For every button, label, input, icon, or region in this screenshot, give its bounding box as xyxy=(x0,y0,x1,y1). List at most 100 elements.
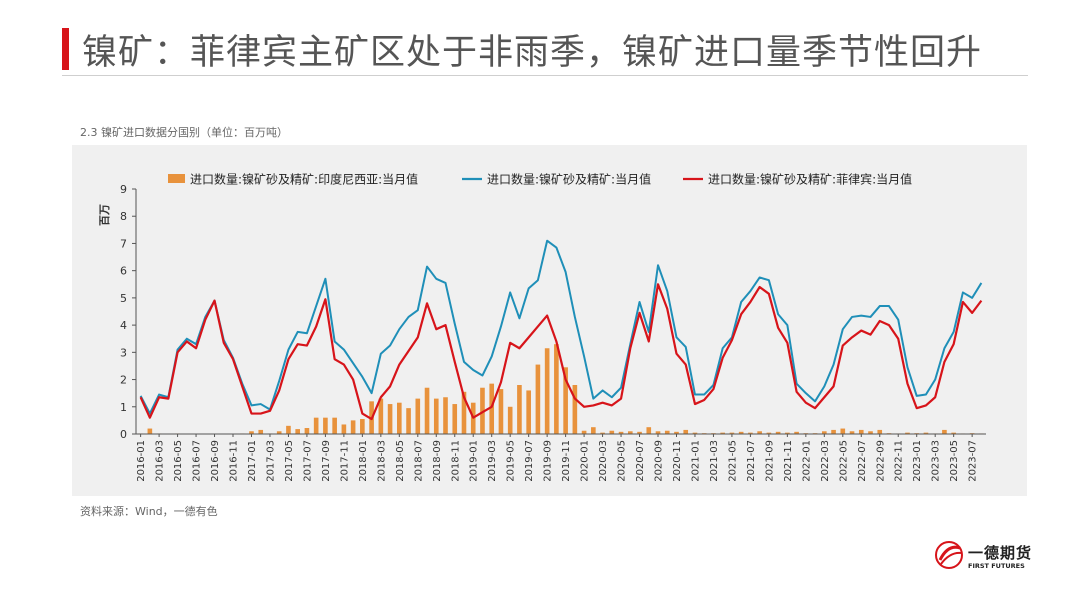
legend-label: 进口数量:镍矿砂及精矿:当月值 xyxy=(487,172,651,187)
x-tick-label: 2022-05 xyxy=(838,440,849,482)
bar-indonesia xyxy=(627,431,633,434)
x-tick-label: 2023-05 xyxy=(949,440,960,482)
bar-indonesia xyxy=(618,431,624,434)
x-tick-label: 2019-03 xyxy=(487,440,498,482)
x-tick-label: 2017-11 xyxy=(339,440,350,482)
x-tick-label: 2017-05 xyxy=(284,440,295,482)
logo-name-cn: 一德期货 xyxy=(968,544,1033,562)
bar-indonesia xyxy=(600,432,605,434)
logo-name-en: FIRST FUTURES xyxy=(968,562,1025,570)
x-tick-label: 2022-03 xyxy=(820,440,831,482)
bar-indonesia xyxy=(387,404,393,434)
title-divider xyxy=(62,75,1028,76)
x-tick-label: 2019-07 xyxy=(524,440,535,482)
bar-indonesia xyxy=(840,428,846,434)
y-tick-label: 7 xyxy=(120,237,127,250)
x-axis: 2016-01 2016-03 2016-05 2016-07 2016-09 2016-… xyxy=(136,433,986,482)
bar-indonesia xyxy=(572,385,578,434)
bar-indonesia xyxy=(738,431,744,434)
bar-indonesia xyxy=(951,432,956,434)
x-tick-label: 2022-11 xyxy=(894,440,905,482)
x-tick-label: 2023-07 xyxy=(968,440,979,482)
bar-indonesia xyxy=(341,424,347,434)
bar-indonesia xyxy=(313,417,319,434)
bar-indonesia xyxy=(397,402,402,434)
bar-indonesia xyxy=(674,431,679,434)
line-series xyxy=(139,239,983,421)
bar-indonesia xyxy=(424,387,430,434)
x-tick-label: 2023-03 xyxy=(931,440,942,482)
y-tick-label: 4 xyxy=(120,319,127,332)
bar-indonesia xyxy=(646,427,652,434)
bar-indonesia xyxy=(664,430,670,434)
x-tick-label: 2020-09 xyxy=(654,440,665,482)
x-tick-label: 2017-03 xyxy=(265,440,276,482)
line-philippines xyxy=(139,283,983,421)
x-tick-label: 2022-07 xyxy=(857,440,868,482)
bar-indonesia xyxy=(498,389,504,434)
nickel-import-chart: 进口数量:镍矿砂及精矿:印度尼西亚:当月值 进口数量:镍矿砂及精矿:当月值 进口数量… xyxy=(98,172,986,482)
y-tick-label: 9 xyxy=(120,183,127,196)
bar-indonesia xyxy=(720,432,725,434)
bar-indonesia xyxy=(258,429,264,434)
bar-indonesia xyxy=(147,428,153,434)
x-tick-label: 2019-05 xyxy=(506,440,517,482)
x-tick-label: 2018-07 xyxy=(413,440,424,482)
bar-indonesia xyxy=(406,408,411,434)
bar-indonesia xyxy=(683,429,689,434)
x-tick-label: 2016-05 xyxy=(173,440,184,482)
x-tick-label: 2022-09 xyxy=(875,440,886,482)
x-tick-label: 2020-01 xyxy=(580,440,591,482)
x-tick-label: 2021-11 xyxy=(783,440,794,482)
bar-indonesia xyxy=(415,398,421,434)
bar-indonesia xyxy=(868,431,873,434)
bar-indonesia xyxy=(350,420,356,434)
bar-indonesia xyxy=(729,432,735,434)
x-tick-label: 2021-07 xyxy=(746,440,757,482)
bar-indonesia xyxy=(748,432,753,434)
x-tick-label: 2016-11 xyxy=(229,440,240,482)
x-tick-label: 2018-03 xyxy=(376,440,387,482)
x-tick-label: 2016-09 xyxy=(210,440,221,482)
bar-indonesia xyxy=(655,431,661,434)
bar-indonesia xyxy=(794,431,799,434)
bar-indonesia xyxy=(276,431,282,434)
bar-indonesia xyxy=(905,432,910,434)
bar-indonesia xyxy=(332,417,337,434)
legend-label: 进口数量:镍矿砂及精矿:印度尼西亚:当月值 xyxy=(190,172,418,187)
bar-indonesia xyxy=(304,428,310,434)
bar-indonesia xyxy=(286,425,291,434)
title-accent-bar xyxy=(62,28,69,70)
x-tick-label: 2020-05 xyxy=(617,440,628,482)
company-logo: 一德期货 FIRST FUTURES xyxy=(934,538,1044,578)
bar-indonesia xyxy=(581,430,587,434)
y-axis: 0 1 2 3 4 5 6 7 8 9 百万 xyxy=(98,183,137,441)
bar-indonesia xyxy=(822,431,827,434)
bar-indonesia xyxy=(295,429,300,434)
bar-indonesia xyxy=(877,429,883,434)
y-tick-label: 5 xyxy=(120,292,127,305)
y-tick-label: 3 xyxy=(120,346,127,359)
x-tick-label: 2017-07 xyxy=(302,440,313,482)
bar-indonesia xyxy=(489,383,495,434)
x-tick-label: 2018-09 xyxy=(432,440,443,482)
y-tick-label: 1 xyxy=(120,401,127,414)
bar-indonesia xyxy=(480,387,485,434)
x-tick-label: 2021-03 xyxy=(709,440,720,482)
x-tick-label: 2019-09 xyxy=(543,440,554,482)
bar-indonesia xyxy=(554,344,559,434)
x-tick-label: 2016-07 xyxy=(192,440,203,482)
bar-indonesia xyxy=(433,398,439,434)
bar-indonesia xyxy=(443,397,448,434)
x-tick-label: 2018-05 xyxy=(395,440,406,482)
bar-indonesia xyxy=(785,432,790,434)
x-tick-label: 2018-01 xyxy=(358,440,369,482)
source-note: 资料来源：Wind，一德有色 xyxy=(80,505,218,518)
y-tick-label: 6 xyxy=(120,265,127,278)
x-tick-label: 2019-01 xyxy=(469,440,480,482)
x-tick-label: 2022-01 xyxy=(801,440,812,482)
x-tick-label: 2017-09 xyxy=(321,440,332,482)
bar-indonesia xyxy=(563,367,568,434)
bar-indonesia xyxy=(535,364,541,434)
bar-indonesia xyxy=(692,432,698,434)
